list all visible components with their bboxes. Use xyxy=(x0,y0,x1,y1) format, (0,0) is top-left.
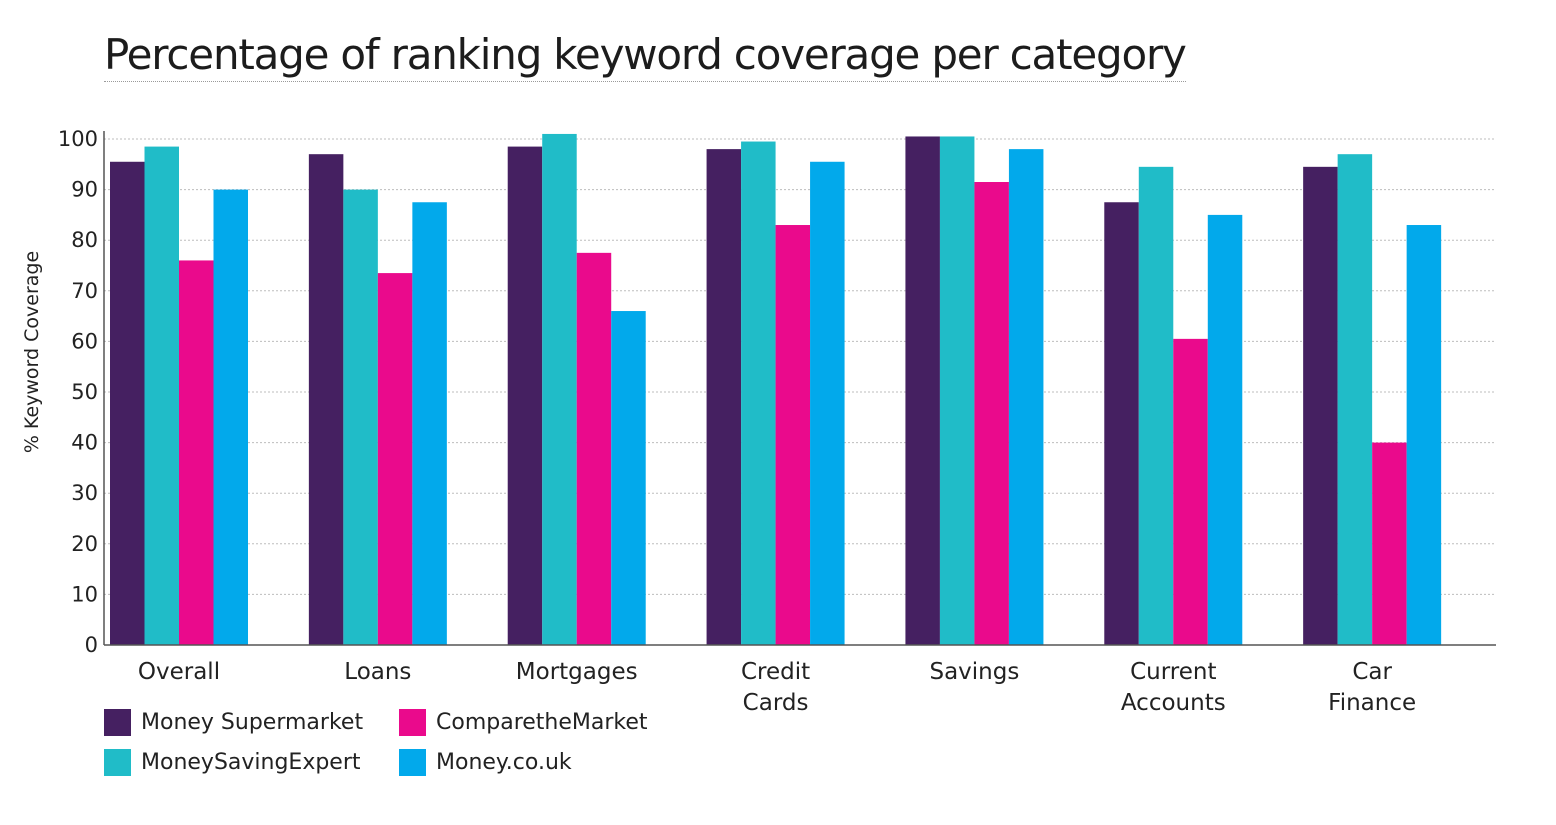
bar xyxy=(110,161,145,645)
y-tick-label: 40 xyxy=(71,431,98,455)
y-tick-label: 80 xyxy=(71,228,98,252)
bar xyxy=(377,273,413,645)
bar xyxy=(576,252,612,645)
legend-label: Money Supermarket xyxy=(141,709,364,735)
bar xyxy=(706,149,742,645)
bar xyxy=(507,146,543,645)
bar xyxy=(1104,202,1139,645)
bar xyxy=(1303,166,1338,645)
bar xyxy=(179,260,214,645)
bar xyxy=(974,182,1009,645)
bar xyxy=(542,133,577,645)
bar xyxy=(1337,154,1373,645)
category-label: Car xyxy=(1352,659,1392,685)
y-tick-label: 0 xyxy=(85,633,98,657)
category-label: Mortgages xyxy=(516,659,638,685)
y-axis-title: % Keyword Coverage xyxy=(21,251,43,453)
category-label: Loans xyxy=(344,659,411,685)
legend-item: MoneySavingExpert xyxy=(104,747,361,777)
bar xyxy=(905,136,940,645)
y-tick-label: 20 xyxy=(71,532,98,556)
category-labels: Overall Loans Mortgages Credit Cards Savings C… xyxy=(138,659,1416,716)
category-label: Current xyxy=(1130,659,1216,685)
category-label: Finance xyxy=(1328,690,1416,716)
bar xyxy=(343,189,378,645)
bar xyxy=(1406,225,1442,645)
bar xyxy=(939,136,975,645)
category-label: Accounts xyxy=(1121,690,1226,716)
legend-swatch xyxy=(104,748,131,776)
legend-label: MoneySavingExpert xyxy=(141,749,361,775)
bar xyxy=(775,225,811,645)
category-label: Cards xyxy=(743,690,809,716)
bar xyxy=(1008,149,1044,645)
bar xyxy=(1372,442,1407,645)
bar xyxy=(611,311,646,645)
bar xyxy=(1138,166,1174,645)
legend-swatch xyxy=(399,708,426,736)
category-label: Credit xyxy=(741,659,810,685)
axes xyxy=(103,131,1496,646)
category-label: Savings xyxy=(929,659,1019,685)
legend-swatch xyxy=(104,708,131,736)
bar xyxy=(810,161,845,645)
legend-label: ComparetheMarket xyxy=(436,709,648,735)
y-tick-label: 30 xyxy=(71,481,98,505)
bar xyxy=(1207,214,1243,645)
y-tick-label: 50 xyxy=(71,380,98,404)
y-tick-label: 60 xyxy=(71,329,98,353)
legend: Money Supermarket MoneySavingExpert Compar… xyxy=(104,707,704,787)
bar xyxy=(308,154,344,645)
bar xyxy=(144,146,179,645)
bar xyxy=(741,141,776,645)
bar xyxy=(1173,338,1208,645)
legend-item: ComparetheMarket xyxy=(399,707,648,737)
y-tick-labels: 0 10 20 30 40 50 60 70 80 90 100 xyxy=(58,127,98,657)
bar xyxy=(412,202,447,645)
legend-swatch xyxy=(399,748,426,776)
legend-label: Money.co.uk xyxy=(436,749,572,775)
y-tick-label: 10 xyxy=(71,582,98,606)
legend-item: Money.co.uk xyxy=(399,747,572,777)
bars xyxy=(110,133,1442,645)
y-tick-label: 70 xyxy=(71,279,98,303)
y-tick-label: 100 xyxy=(58,127,98,151)
bar xyxy=(213,189,248,645)
y-tick-label: 90 xyxy=(71,178,98,202)
legend-item: Money Supermarket xyxy=(104,707,363,737)
chart-title: Percentage of ranking keyword coverage p… xyxy=(104,30,1187,82)
category-label: Overall xyxy=(138,659,220,685)
